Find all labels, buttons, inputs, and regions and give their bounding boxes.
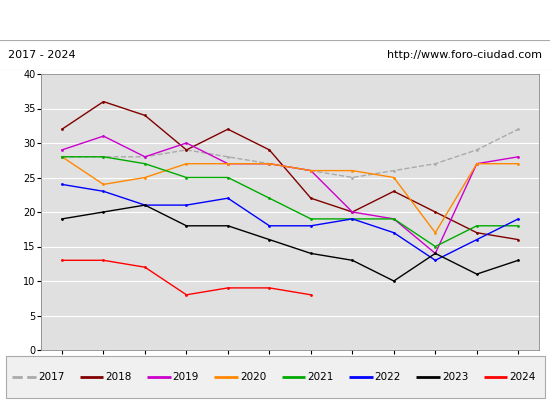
Text: 2023: 2023 [442,372,469,382]
Text: 2021: 2021 [307,372,334,382]
Text: 2022: 2022 [375,372,401,382]
Text: 2018: 2018 [105,372,131,382]
Text: 2017 - 2024: 2017 - 2024 [8,50,76,60]
Text: 2019: 2019 [173,372,199,382]
Text: Evolucion del paro registrado en Gumiel de Izán: Evolucion del paro registrado en Gumiel … [76,12,474,28]
Text: 2017: 2017 [38,372,64,382]
Text: http://www.foro-ciudad.com: http://www.foro-ciudad.com [387,50,542,60]
Text: 2024: 2024 [509,372,536,382]
Text: 2020: 2020 [240,372,266,382]
